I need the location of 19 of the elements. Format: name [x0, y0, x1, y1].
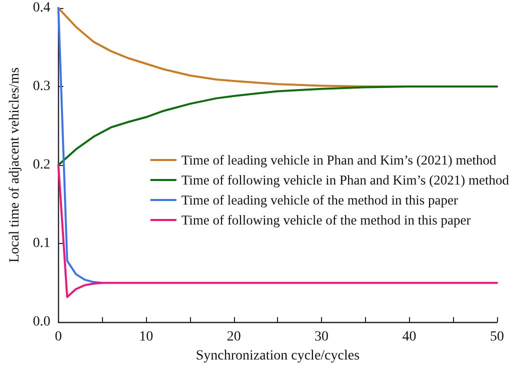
x-tick-label: 20 — [226, 330, 241, 345]
legend-label: Time of following vehicle of the method in this paper — [181, 212, 472, 228]
line-series — [57, 86, 498, 166]
x-axis-title: Synchronization cycle/cycles — [196, 348, 360, 364]
line-series — [57, 7, 104, 284]
x-tick-label: 10 — [139, 330, 154, 345]
y-tick-label: 0.1 — [32, 236, 50, 252]
y-axis-title: Local time of adjacent vehicles/ms — [8, 67, 22, 263]
x-tick-label: 0 — [54, 330, 62, 345]
y-tick-label: 0.0 — [32, 314, 50, 330]
y-tick-label: 0.3 — [32, 79, 50, 94]
x-tick-label: 50 — [490, 330, 504, 345]
y-tick-label: 0.4 — [32, 0, 50, 16]
y-tick-label: 0.2 — [32, 158, 50, 173]
legend-label: Time of leading vehicle in Phan and Kim’s (2021) method — [181, 152, 496, 168]
x-tick-label: 40 — [402, 330, 416, 345]
legend-label: Time of leading vehicle of the method in this paper — [181, 192, 458, 208]
legend-label: Time of following vehicle in Phan and Kim’s (2021) method — [181, 172, 510, 188]
x-tick-label: 30 — [314, 330, 329, 345]
